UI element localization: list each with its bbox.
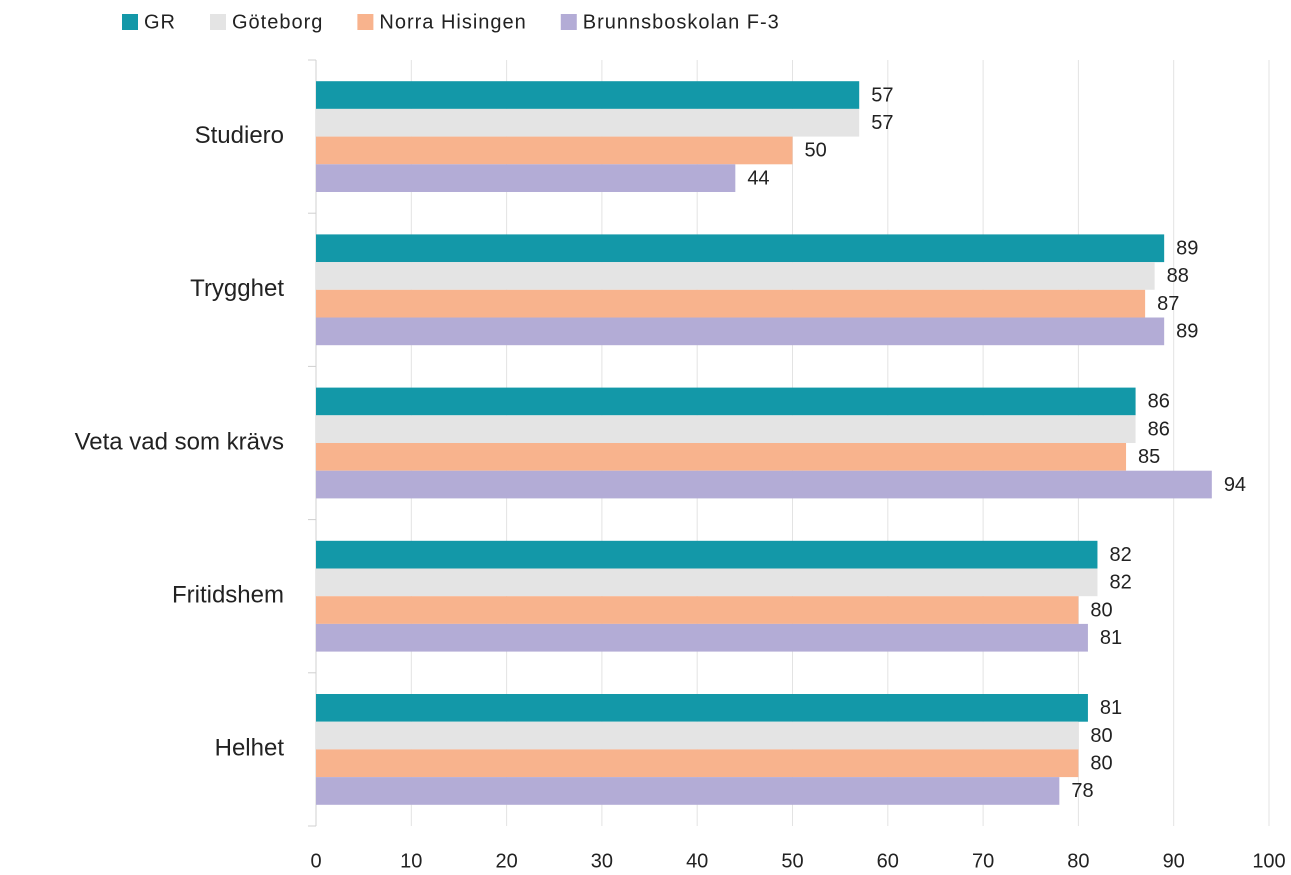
data-label: 94 [1224, 474, 1246, 496]
bar [316, 164, 736, 192]
bar [316, 136, 793, 165]
data-label: 87 [1157, 293, 1179, 315]
bar [316, 317, 1165, 346]
x-tick-label: 80 [1067, 850, 1089, 872]
bar [316, 568, 1098, 597]
data-label: 80 [1090, 725, 1112, 747]
y-tick-label: Studiero [195, 122, 284, 149]
data-label: 57 [871, 112, 893, 134]
x-tick-label: 100 [1252, 850, 1285, 872]
bar [316, 108, 860, 137]
legend-label: Brunnsboskolan F-3 [583, 11, 780, 33]
data-label: 82 [1109, 572, 1131, 594]
data-label: 44 [747, 167, 769, 189]
legend-swatch [357, 14, 374, 30]
x-tick-label: 40 [686, 850, 708, 872]
x-tick-label: 70 [972, 850, 994, 872]
legend-swatch [210, 14, 226, 30]
bar [316, 540, 1098, 569]
data-label: 80 [1090, 599, 1112, 621]
bar [316, 721, 1079, 750]
bar [316, 289, 1146, 318]
bar [316, 443, 1127, 471]
x-tick-label: 10 [400, 850, 422, 872]
data-label: 89 [1176, 238, 1198, 260]
data-label: 78 [1071, 780, 1093, 802]
legend-swatch [560, 14, 577, 30]
y-tick-label: Helhet [215, 735, 285, 762]
bar [316, 470, 1212, 499]
bar [316, 81, 860, 109]
data-label: 81 [1100, 627, 1122, 649]
legend-label: Göteborg [232, 11, 323, 33]
y-tick-label: Veta vad som krävs [75, 428, 284, 455]
x-tick-label: 60 [877, 850, 899, 872]
x-tick-label: 30 [591, 850, 613, 872]
bar [316, 777, 1060, 805]
bar [316, 596, 1079, 624]
bar [316, 694, 1088, 722]
data-label: 80 [1090, 753, 1112, 775]
bar [316, 234, 1165, 263]
data-label: 50 [805, 140, 827, 162]
data-label: 86 [1148, 391, 1170, 413]
data-label: 85 [1138, 446, 1160, 468]
x-tick-label: 90 [1163, 850, 1185, 872]
bar [316, 387, 1136, 416]
bar [316, 262, 1155, 290]
legend-swatch [122, 14, 138, 30]
y-tick-label: Trygghet [190, 275, 284, 302]
bar [316, 415, 1136, 443]
y-tick-label: Fritidshem [172, 582, 284, 609]
data-label: 57 [871, 84, 893, 106]
legend-label: GR [144, 11, 176, 33]
data-label: 89 [1176, 321, 1198, 343]
data-label: 82 [1109, 544, 1131, 566]
bar [316, 749, 1079, 778]
x-tick-label: 0 [310, 850, 321, 872]
data-label: 88 [1167, 265, 1189, 287]
x-tick-label: 20 [495, 850, 517, 872]
data-label: 86 [1148, 418, 1170, 440]
x-tick-label: 50 [781, 850, 803, 872]
bar [316, 623, 1088, 652]
data-label: 81 [1100, 697, 1122, 719]
legend-label: Norra Hisingen [379, 11, 526, 33]
